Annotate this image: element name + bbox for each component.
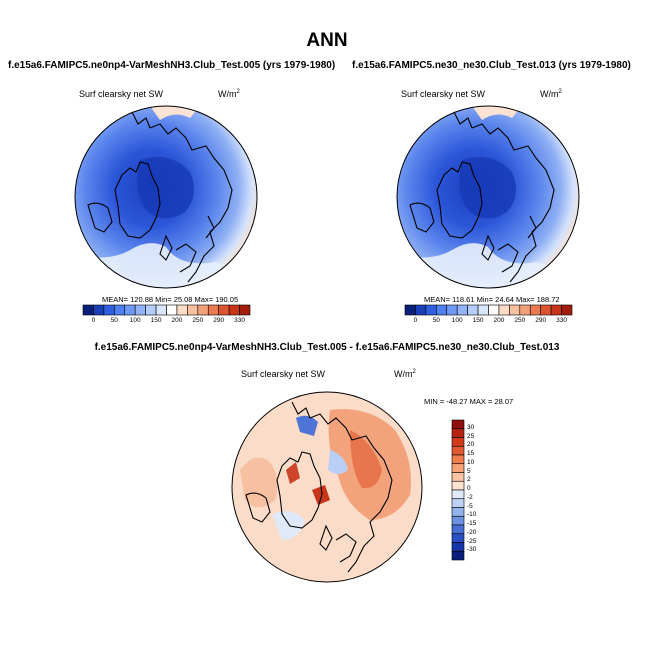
diff-panel-colorbar-box: [451, 472, 465, 482]
diff-panel-colorbar-tick-label: -20: [467, 528, 477, 536]
diff-panel-colorbar-box: [451, 550, 465, 561]
season-title: ANN: [306, 30, 348, 51]
diff-panel-map-border: [231, 391, 423, 583]
panel-1-colorbar-tick-label: 330: [234, 317, 245, 324]
panel-1-case-title: f.e15a6.FAMIPC5.ne0np4-VarMeshNH3.Club_T…: [8, 60, 336, 71]
diff-panel-colorbar-box: [451, 515, 465, 526]
panel-1-north-band: [150, 106, 200, 120]
panel-1-colorbar-tick-label: 290: [213, 317, 225, 324]
diff-panel-colorbar-tick-label: -10: [467, 511, 477, 519]
diff-panel-colorbar-box: [451, 507, 465, 517]
diff-panel-colorbar-tick-label: 0: [467, 485, 471, 492]
panel-2-variable-label: Surf clearsky net SW: [401, 89, 486, 99]
panel-2-colorbar-tick-label: 150: [472, 317, 484, 324]
panel-2-colorbar-tick-label: 330: [556, 317, 567, 324]
diff-panel-colorbar-box: [451, 454, 465, 465]
diff-field-negative-north: [296, 415, 318, 436]
diff-panel-stats: MIN = -48.27 MAX = 28.07: [424, 397, 514, 406]
diff-panel-colorbar-box: [451, 428, 465, 438]
panel-1-colorbar-tick-label: 100: [129, 317, 141, 324]
diff-panel-colorbar-box: [451, 498, 465, 508]
panel-1-colorbar-tick-label: 200: [171, 317, 183, 324]
diff-field-negative-center: [328, 450, 348, 474]
panel-1-colorbar-tick-label: 250: [192, 317, 204, 324]
panel-2-core: [459, 156, 516, 219]
diff-panel-colorbar-box: [451, 489, 465, 500]
diff-panel-colorbar-box: [451, 524, 465, 535]
diff-panel-colorbar-tick-label: 20: [467, 441, 475, 449]
panel-2-colorbar-tick-label: 0: [413, 317, 418, 324]
panel-1-colorbar-box: [239, 304, 251, 316]
diff-panel-colorbar-tick-label: 2: [467, 476, 471, 484]
diff-panel-colorbar-tick-label: -30: [467, 546, 477, 554]
diff-panel-colorbar-box: [451, 463, 465, 473]
panel-2-case-title: f.e15a6.FAMIPC5.ne30_ne30.Club_Test.013 …: [352, 60, 631, 71]
diff-panel-colorbar-tick-label: -15: [467, 520, 477, 527]
panel-1-colorbar-tick-label: 150: [150, 317, 162, 324]
panel-1-map-border: [74, 105, 258, 289]
panel-2-colorbar-box: [561, 304, 573, 316]
panel-1-variable-label: Surf clearsky net SW: [79, 89, 164, 99]
diff-panel-colorbar-tick-label: 15: [467, 450, 475, 457]
panel-2-north-band: [472, 106, 522, 120]
diff-field-strong-positive: [312, 485, 330, 505]
diff-panel-colorbar-box: [451, 437, 465, 447]
panel-2-colorbar-tick-label: 250: [514, 317, 526, 324]
diff-panel-colorbar-tick-label: 10: [467, 458, 475, 466]
diff-panel-coastlines: [245, 401, 393, 573]
diff-panel-colorbar-tick-label: 30: [467, 423, 475, 431]
diff-panel-colorbar-box: [451, 419, 465, 430]
diff-field-positive-core: [350, 430, 382, 489]
panel-2-map-border: [396, 105, 580, 289]
diff-field-strong-positive-2: [286, 462, 300, 484]
panel-1-core: [137, 156, 194, 219]
diff-panel-colorbar-box: [451, 533, 465, 543]
diff-field-west-warm: [240, 457, 278, 508]
panel-2-colorbar-tick-label: 100: [451, 317, 463, 324]
panel-2-coastlines: [409, 111, 555, 283]
diff-panel-colorbar-tick-label: 25: [467, 432, 475, 440]
panel-1-colorbar-tick-label: 0: [91, 317, 96, 324]
diff-panel-title: f.e15a6.FAMIPC5.ne0np4-VarMeshNH3.Club_T…: [94, 342, 560, 353]
panel-1-stats: MEAN= 120.88 Min= 25.08 Max= 190.05: [102, 295, 239, 304]
diff-panel-colorbar-box: [451, 480, 465, 491]
panel-2-colorbar-tick-label: 50: [432, 317, 440, 324]
panel-1-colorbar-tick-label: 50: [110, 317, 118, 324]
panel-2-units-label: W/m2: [540, 89, 562, 99]
panel-2-colorbar-tick-label: 290: [535, 317, 547, 324]
diff-panel-colorbar-tick-label: -25: [467, 537, 477, 545]
panel-2-colorbar-tick-label: 200: [493, 317, 505, 324]
diff-panel-colorbar-box: [451, 445, 465, 456]
diff-panel-colorbar-tick-label: -2: [467, 493, 473, 501]
panel-2-stats: MEAN= 118.61 Min= 24.64 Max= 188.72: [424, 295, 560, 304]
diff-field-near-zero: [272, 511, 305, 540]
diff-panel-colorbar-tick-label: 5: [467, 467, 471, 475]
panel-1-units-label: W/m2: [218, 89, 240, 99]
diff-panel-variable-label: Surf clearsky net SW: [241, 369, 326, 379]
diff-panel-units-label: W/m2: [394, 369, 416, 379]
diff-panel-colorbar-box: [451, 542, 465, 552]
panel-1-coastlines: [87, 111, 233, 283]
diff-panel-colorbar-tick-label: -5: [467, 502, 473, 510]
